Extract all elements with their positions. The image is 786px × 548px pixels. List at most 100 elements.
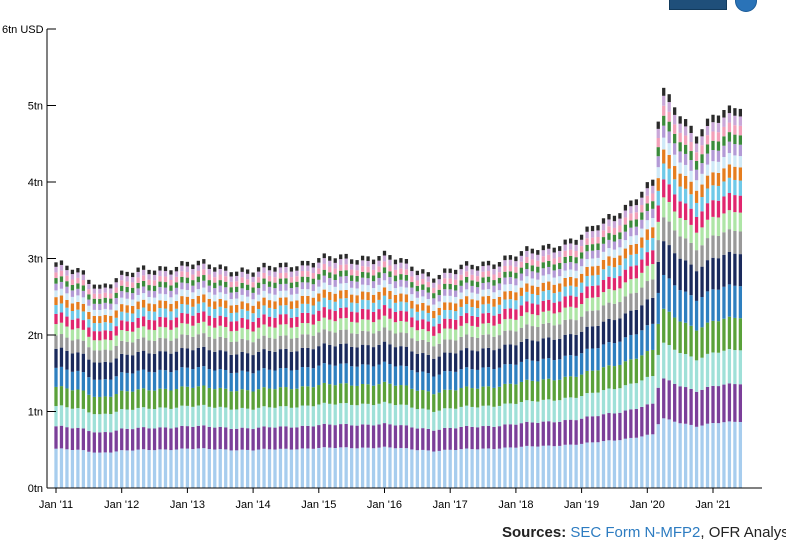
- bar-segment: [81, 270, 86, 275]
- bar-segment: [470, 285, 474, 293]
- bar-segment: [437, 374, 441, 393]
- bar-segment: [629, 244, 633, 255]
- bar-segment: [607, 265, 611, 277]
- bar-segment: [558, 283, 562, 292]
- bar-segment: [245, 296, 250, 304]
- bar-segment: [404, 280, 409, 288]
- bar-segment: [311, 324, 315, 336]
- bar-segment: [229, 272, 233, 277]
- bar-segment: [98, 284, 102, 289]
- bar-segment: [355, 448, 359, 488]
- bar-segment: [388, 403, 392, 425]
- bar-segment: [443, 339, 447, 353]
- bar-segment: [634, 334, 638, 359]
- bar-segment: [109, 330, 113, 341]
- bar-segment: [673, 154, 677, 167]
- bar-segment: [311, 448, 315, 488]
- bar-segment: [114, 346, 118, 359]
- bar-segment: [727, 383, 732, 422]
- bar-segment: [569, 334, 573, 356]
- bar-segment: [289, 317, 294, 328]
- bar-segment: [574, 263, 578, 271]
- bar-segment: [229, 299, 233, 306]
- bar-segment: [360, 260, 365, 267]
- bar-segment: [656, 354, 660, 388]
- bar-segment: [601, 243, 606, 252]
- bar-segment: [235, 450, 239, 488]
- bar-segment: [547, 290, 551, 300]
- bar-segment: [92, 452, 96, 488]
- bar-segment: [536, 260, 540, 267]
- bar-segment: [618, 388, 622, 413]
- bar-segment: [229, 281, 233, 288]
- bar-segment: [152, 390, 157, 410]
- bar-segment: [607, 233, 611, 240]
- bar-segment: [70, 390, 75, 409]
- bar-segment: [224, 427, 228, 450]
- bar-segment: [98, 293, 102, 299]
- bar-segment: [618, 218, 622, 226]
- bar-segment: [552, 264, 556, 271]
- bar-segment: [152, 280, 157, 286]
- bar-segment: [284, 335, 288, 349]
- bar-segment: [585, 348, 589, 371]
- bar-segment: [103, 297, 107, 303]
- bar-segment: [590, 250, 595, 259]
- bar-segment: [131, 299, 135, 306]
- bar-segment: [486, 303, 491, 313]
- bar-segment: [569, 397, 573, 420]
- bar-segment: [180, 323, 184, 335]
- bar-segment: [191, 292, 195, 300]
- bar-segment: [92, 323, 96, 332]
- bar-segment: [350, 333, 354, 347]
- bar-segment: [629, 293, 633, 311]
- bar-segment: [136, 309, 140, 318]
- bar-segment: [711, 131, 715, 141]
- bar-segment: [607, 288, 611, 303]
- bar-segment: [169, 303, 173, 312]
- bar-segment: [651, 434, 655, 488]
- bar-segment: [147, 353, 151, 372]
- sources-link[interactable]: SEC Form N-MFP2: [570, 524, 701, 541]
- bar-segment: [306, 282, 310, 290]
- bar-segment: [716, 115, 721, 123]
- bar-segment: [114, 287, 118, 293]
- bar-segment: [700, 163, 704, 174]
- bar-segment: [508, 259, 513, 266]
- bar-segment: [295, 449, 299, 488]
- bar-segment: [662, 217, 666, 242]
- bar-segment: [733, 125, 737, 135]
- bar-segment: [339, 424, 343, 448]
- bar-segment: [103, 283, 107, 288]
- bar-segment: [536, 286, 540, 296]
- bar-segment: [103, 308, 107, 316]
- bar-segment: [333, 448, 337, 488]
- bar-segment: [109, 303, 113, 310]
- bar-segment: [464, 296, 469, 305]
- bar-segment: [404, 287, 409, 295]
- bar-segment: [267, 427, 272, 450]
- bar-segment: [618, 412, 622, 441]
- bar-segment: [245, 273, 250, 280]
- header-button[interactable]: [669, 0, 727, 10]
- bar-segment: [596, 416, 600, 443]
- bar-segment: [421, 449, 425, 488]
- bar-segment: [585, 416, 589, 443]
- bar-segment: [459, 325, 463, 337]
- bar-segment: [92, 298, 96, 304]
- bar-segment: [125, 450, 129, 488]
- bar-segment: [371, 385, 376, 406]
- bar-segment: [360, 364, 365, 384]
- bar-segment: [547, 421, 551, 446]
- bar-segment: [448, 318, 452, 329]
- bar-segment: [530, 253, 534, 260]
- bar-segment: [569, 262, 573, 270]
- bar-segment: [388, 290, 392, 300]
- bar-segment: [371, 281, 376, 289]
- bar-segment: [590, 326, 595, 349]
- bar-segment: [574, 250, 578, 258]
- bar-segment: [229, 354, 233, 374]
- bar-segment: [667, 111, 671, 122]
- bar-segment: [202, 294, 206, 303]
- bar-segment: [256, 427, 261, 450]
